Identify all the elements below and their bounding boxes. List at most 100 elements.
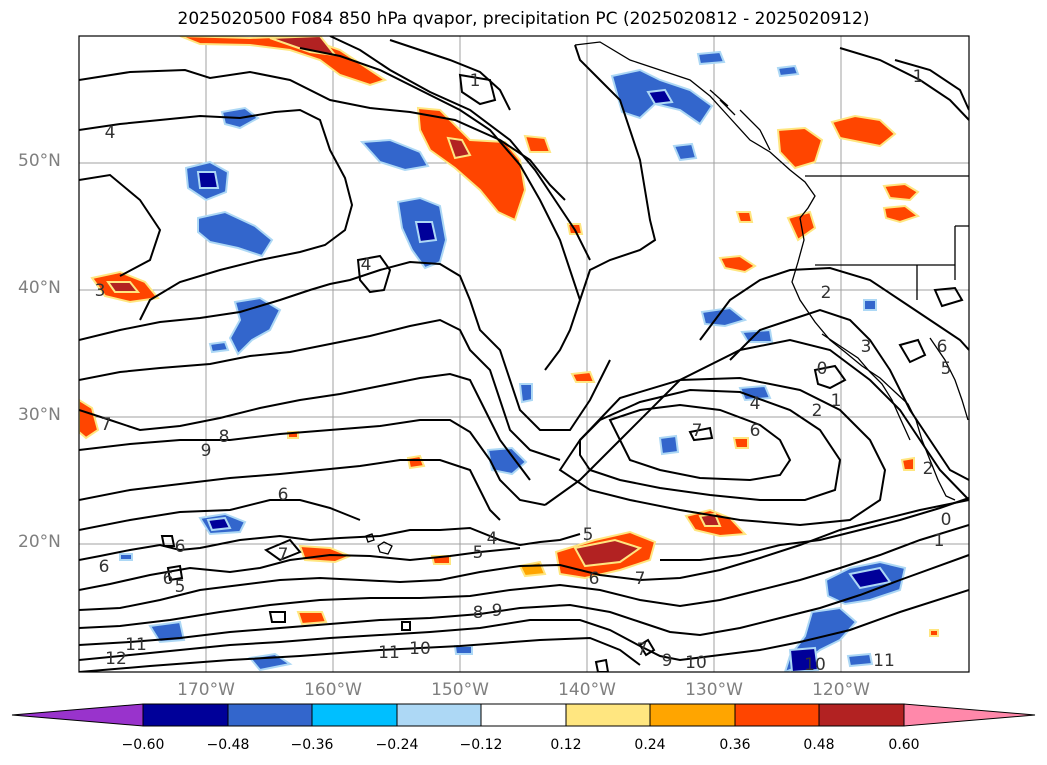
contour-label: 6 <box>163 569 174 589</box>
colorbar-tick-label: 0.36 <box>719 737 751 753</box>
contour-label: 4 <box>487 529 498 549</box>
precip-blob <box>570 370 596 383</box>
precip-blob <box>206 516 232 532</box>
contour-label: 2 <box>812 401 823 421</box>
contour-label: 6 <box>99 557 110 577</box>
precip-blob <box>179 36 388 87</box>
colorbar-min-extend <box>11 703 144 727</box>
colorbar-tick-label: −0.12 <box>459 737 503 753</box>
contour-label: 6 <box>589 569 600 589</box>
contour-label: 3 <box>95 281 106 301</box>
precip-blob <box>738 384 772 402</box>
precip-blob <box>416 106 527 222</box>
contour-labels: 1 1 4 3 4 7 8 9 6 6 6 7 6 5 5 4 5 6 7 8 … <box>95 67 952 675</box>
contour-label: 7 <box>101 415 112 435</box>
precip-negative-areas <box>119 50 907 672</box>
contour-label: 2 <box>821 283 832 303</box>
colorbar-segment <box>818 703 905 727</box>
contour-label: 7 <box>637 640 648 660</box>
map-frame <box>78 35 970 673</box>
precip-blob <box>518 383 533 404</box>
hawaii-islands <box>365 533 393 555</box>
precip-blob <box>788 646 820 672</box>
coastline-baja <box>821 333 911 441</box>
lon-label-150w: 150°W <box>431 680 489 700</box>
contour-label: 10 <box>409 639 431 659</box>
lat-label-50n: 50°N <box>18 151 61 171</box>
map-title: 2025020500 F084 850 hPa qvapor, precipit… <box>177 9 870 29</box>
qvapor-contours <box>79 36 969 672</box>
contour-label: 7 <box>278 545 289 565</box>
colorbar-segment <box>311 703 398 727</box>
lon-label-120w: 120°W <box>812 680 870 700</box>
contour-label: 4 <box>750 394 761 414</box>
precip-blob <box>208 340 230 354</box>
contour-label: 11 <box>378 643 400 663</box>
precip-blob <box>646 88 674 106</box>
contour-label: 1 <box>470 71 481 91</box>
contour-label: 4 <box>361 255 372 275</box>
lon-label-160w: 160°W <box>304 680 362 700</box>
colorbar-tick-label: 0.12 <box>550 737 582 753</box>
precip-blob <box>846 652 874 668</box>
precip-blob <box>406 454 426 470</box>
precip-blob <box>197 210 274 258</box>
contour-label: 6 <box>750 421 761 441</box>
coastline-bc <box>791 217 956 501</box>
contour-label: 9 <box>662 651 673 671</box>
colorbar-tick-label: 0.60 <box>888 737 920 753</box>
contour-label: 1 <box>934 531 945 551</box>
colorbar-tick-label: −0.36 <box>290 737 334 753</box>
colorbar-segment <box>142 703 229 727</box>
precip-blob <box>523 134 552 153</box>
colorbar-tick-label: −0.60 <box>121 737 165 753</box>
colorbar-tick-label: 0.48 <box>803 737 835 753</box>
lat-label-40n: 40°N <box>18 278 61 298</box>
colorbar-segment <box>480 703 567 727</box>
precip-blob <box>359 138 430 172</box>
contour-label: 3 <box>861 337 872 357</box>
contour-label: 7 <box>692 421 703 441</box>
precip-blob <box>929 629 939 637</box>
colorbar <box>11 703 1036 727</box>
precip-blob <box>732 437 749 449</box>
contour-label: 5 <box>175 577 186 597</box>
precip-blob <box>446 136 472 160</box>
colorbar-segment <box>227 703 313 727</box>
coastline-alaska <box>574 41 816 219</box>
contour-label: 7 <box>635 569 646 589</box>
precip-blob <box>776 64 800 78</box>
precip-blob <box>735 211 754 223</box>
contour-label: 8 <box>473 603 484 623</box>
contour-label: 10 <box>685 653 707 673</box>
precip-blob <box>148 620 186 644</box>
contour-label: 6 <box>175 537 186 557</box>
contour-label: 6 <box>937 337 948 357</box>
contour-label: 11 <box>873 651 895 671</box>
precip-blob <box>296 611 328 626</box>
contour-label: 6 <box>278 485 289 505</box>
precip-blob <box>196 171 220 189</box>
precip-blob <box>106 281 141 293</box>
contour-label: 9 <box>201 441 212 461</box>
contour-label: 1 <box>831 391 842 411</box>
lat-label-30n: 30°N <box>18 405 61 425</box>
colorbar-tick-label: 0.24 <box>634 737 666 753</box>
colorbar-tick-label: −0.24 <box>375 737 419 753</box>
contour-label: 12 <box>105 649 127 669</box>
precip-blob <box>863 299 877 311</box>
coastlines <box>365 41 969 555</box>
contour-label: 0 <box>817 359 828 379</box>
contour-label: 8 <box>219 427 230 447</box>
lon-label-140w: 140°W <box>558 680 616 700</box>
precip-blob <box>718 254 757 274</box>
colorbar-segment <box>565 703 651 727</box>
contour-label: 5 <box>941 359 952 379</box>
contour-label: 5 <box>473 543 484 563</box>
colorbar-segment <box>396 703 482 727</box>
precip-blob <box>658 434 680 456</box>
precip-blob <box>672 142 698 162</box>
precip-blob <box>900 456 915 471</box>
precip-blob <box>79 398 100 440</box>
